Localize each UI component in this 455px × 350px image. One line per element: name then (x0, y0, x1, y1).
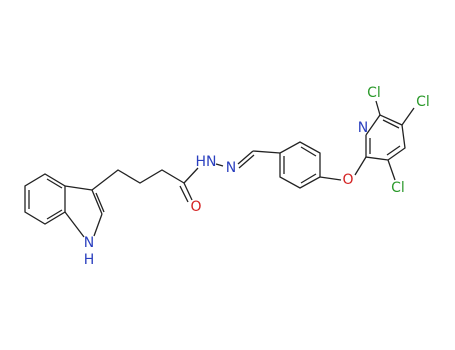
bonds (24, 100, 415, 238)
bond (46, 178, 63, 189)
bond (238, 154, 255, 169)
bond (91, 189, 103, 215)
bond (237, 150, 254, 165)
bond (354, 156, 367, 176)
bond (319, 176, 342, 181)
atom-label: N (226, 160, 236, 176)
bond (215, 163, 224, 167)
bond (95, 192, 105, 213)
atom-label: O (190, 199, 201, 215)
bond (179, 185, 189, 203)
bond (300, 173, 317, 184)
bond (386, 145, 401, 156)
atom-label: O (342, 172, 353, 188)
atom-label: HN (196, 154, 217, 170)
bond (252, 150, 281, 154)
bond (375, 100, 381, 116)
atom-label: N (358, 120, 368, 136)
bond (93, 213, 103, 237)
atom-label: N (84, 235, 94, 251)
bond (24, 173, 66, 225)
bond (401, 107, 415, 126)
atom-label: H (84, 252, 95, 268)
atom-label: Cl (391, 180, 405, 196)
atom-label: Cl (367, 85, 381, 101)
bond (91, 169, 185, 191)
bond (183, 182, 193, 201)
bond (387, 159, 396, 181)
bond (183, 167, 199, 184)
bond (382, 119, 400, 129)
bond (279, 141, 321, 189)
bond (64, 185, 93, 191)
bond (46, 209, 63, 220)
bond (300, 146, 317, 157)
bond (64, 211, 85, 238)
atom-label: Cl (416, 94, 430, 110)
atom-labels: Cl Cl N O Cl HN N O N H (84, 85, 430, 268)
